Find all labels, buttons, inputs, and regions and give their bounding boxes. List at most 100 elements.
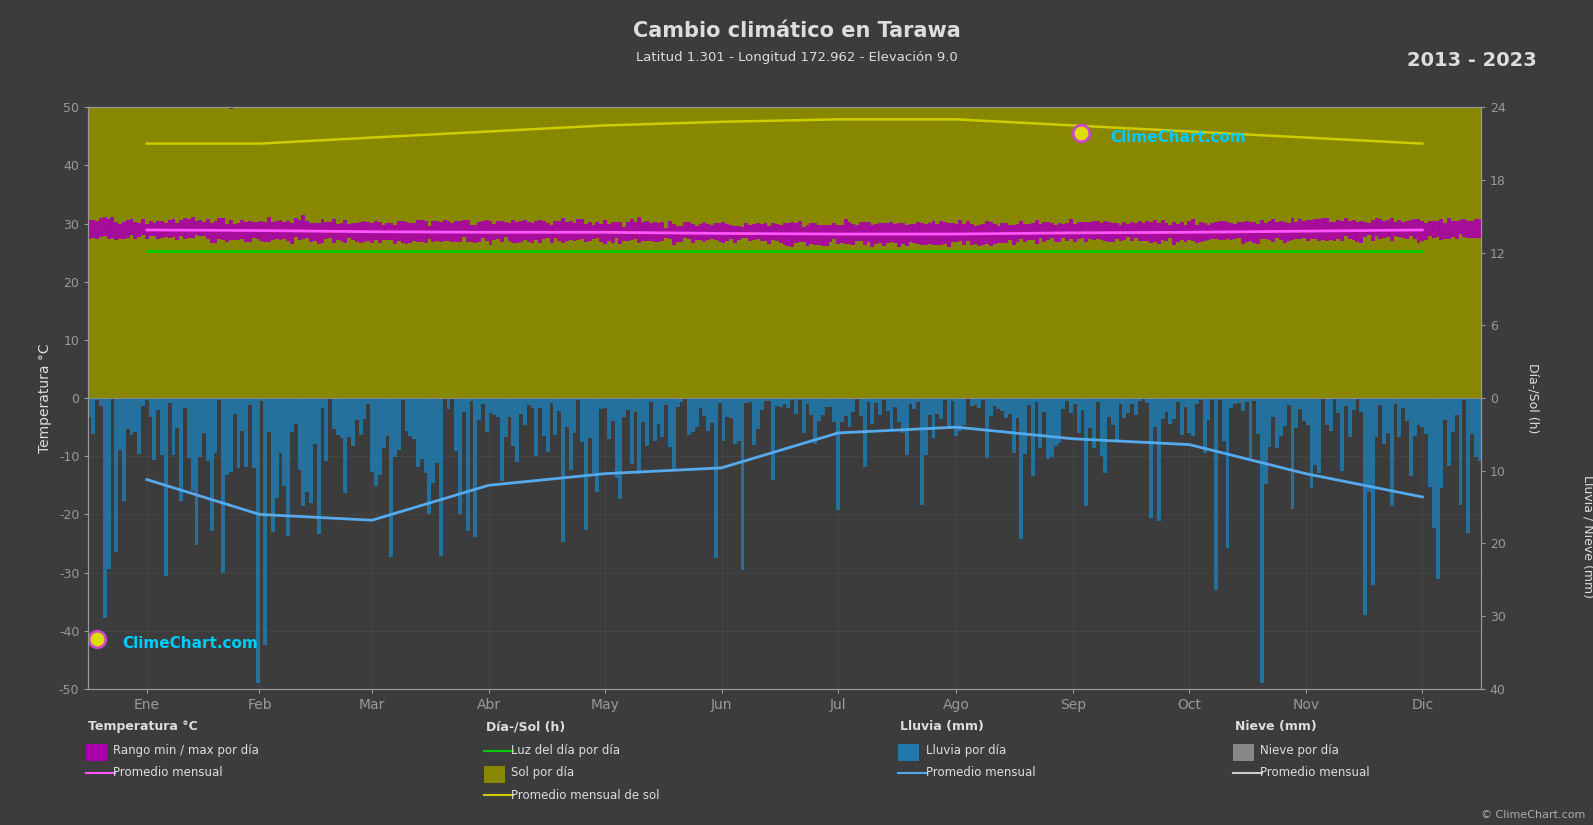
Bar (91, 398, 96, 434)
Bar (1172, 222, 1176, 245)
Bar (500, 398, 503, 481)
Bar (569, 398, 572, 469)
Bar (902, 73, 905, 398)
Bar (878, 74, 883, 398)
Bar (1176, 398, 1180, 402)
Bar (1474, 219, 1478, 238)
Bar (908, 224, 913, 242)
Bar (413, 224, 416, 241)
Bar (1180, 398, 1184, 436)
Bar (1378, 92, 1383, 398)
Bar (148, 398, 153, 417)
Bar (943, 398, 946, 400)
Bar (1129, 222, 1134, 241)
Bar (607, 398, 610, 439)
Bar (1034, 398, 1039, 402)
Bar (263, 222, 268, 242)
Bar (210, 398, 213, 531)
Bar (935, 73, 940, 398)
Bar (186, 219, 191, 238)
Bar (459, 84, 462, 398)
Bar (656, 398, 661, 424)
Bar (1356, 95, 1359, 398)
Bar (763, 398, 768, 401)
Text: Promedio mensual: Promedio mensual (926, 766, 1035, 780)
Bar (962, 73, 965, 398)
Bar (760, 398, 763, 410)
Bar (495, 398, 500, 417)
Bar (1421, 97, 1424, 398)
Bar (339, 93, 344, 398)
Bar (470, 225, 473, 242)
Bar (798, 74, 801, 398)
Bar (1047, 222, 1050, 240)
Bar (618, 398, 623, 498)
Bar (1370, 100, 1375, 398)
Bar (317, 223, 320, 243)
Bar (1214, 398, 1219, 590)
Bar (738, 398, 741, 441)
Bar (1402, 98, 1405, 398)
Bar (1168, 225, 1172, 238)
Bar (653, 222, 656, 242)
Bar (1085, 222, 1088, 242)
Bar (1241, 398, 1244, 411)
Bar (1238, 223, 1241, 238)
Bar (801, 398, 806, 433)
Bar (1042, 91, 1047, 398)
Bar (1276, 222, 1279, 238)
Bar (252, 99, 256, 398)
Bar (287, 221, 290, 241)
Bar (1200, 223, 1203, 243)
Bar (492, 74, 497, 398)
Bar (787, 74, 790, 398)
Bar (325, 222, 328, 239)
Bar (1295, 398, 1298, 428)
Bar (965, 221, 970, 242)
Bar (88, 220, 91, 238)
Bar (954, 83, 959, 398)
Bar (1047, 398, 1050, 460)
Bar (110, 86, 115, 398)
Bar (989, 89, 992, 398)
Bar (500, 221, 503, 242)
Bar (1200, 398, 1203, 400)
Bar (1157, 224, 1161, 243)
Bar (940, 398, 943, 419)
Bar (1161, 219, 1164, 240)
Bar (825, 84, 828, 398)
Bar (306, 221, 309, 238)
Bar (1153, 398, 1157, 427)
Bar (733, 82, 738, 398)
Bar (1115, 82, 1118, 398)
Bar (1180, 222, 1184, 240)
Bar (1069, 87, 1074, 398)
Bar (623, 79, 626, 398)
Bar (1149, 222, 1153, 243)
Bar (405, 222, 408, 244)
Bar (741, 398, 744, 570)
Bar (244, 222, 249, 242)
Bar (1470, 96, 1474, 398)
Bar (306, 99, 309, 398)
Bar (1184, 86, 1187, 398)
Bar (1142, 88, 1145, 398)
Bar (1462, 398, 1466, 400)
Bar (916, 222, 921, 244)
Bar (1295, 222, 1298, 238)
Bar (156, 398, 161, 409)
Bar (1478, 91, 1481, 398)
Bar (1244, 86, 1249, 398)
Bar (610, 82, 615, 398)
Bar (1276, 89, 1279, 398)
Bar (530, 86, 535, 398)
Bar (970, 398, 973, 406)
Bar (981, 224, 984, 245)
Bar (1394, 94, 1397, 398)
Bar (1244, 221, 1249, 243)
Bar (725, 224, 730, 242)
Bar (186, 101, 191, 398)
Bar (1340, 398, 1344, 471)
Bar (416, 398, 421, 468)
Bar (664, 398, 667, 405)
